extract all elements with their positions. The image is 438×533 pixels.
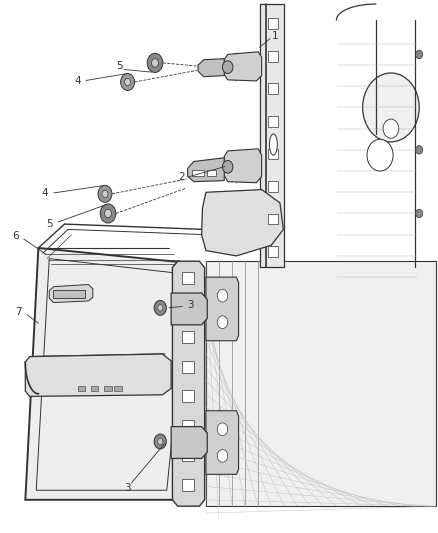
Circle shape — [223, 61, 233, 74]
Circle shape — [217, 449, 228, 462]
Bar — [268, 18, 278, 29]
Circle shape — [102, 190, 108, 198]
Bar — [268, 84, 278, 94]
Bar — [182, 361, 194, 373]
Bar — [268, 149, 278, 159]
Circle shape — [416, 146, 423, 154]
Circle shape — [152, 59, 159, 67]
Polygon shape — [206, 261, 436, 506]
Polygon shape — [171, 293, 207, 325]
Bar — [268, 181, 278, 192]
Polygon shape — [260, 4, 284, 266]
Bar — [78, 386, 85, 391]
Bar — [182, 302, 194, 313]
Text: 6: 6 — [12, 231, 19, 241]
Text: 5: 5 — [46, 219, 53, 229]
Text: 4: 4 — [42, 188, 48, 198]
Circle shape — [100, 204, 116, 223]
Text: 2: 2 — [179, 172, 185, 182]
Polygon shape — [206, 277, 239, 341]
Circle shape — [154, 301, 166, 316]
Bar — [268, 51, 278, 61]
Text: 1: 1 — [272, 31, 279, 41]
Ellipse shape — [269, 134, 277, 155]
Text: 3: 3 — [187, 300, 194, 310]
Bar — [182, 420, 194, 432]
Bar — [104, 386, 112, 391]
Bar — [114, 386, 121, 391]
Circle shape — [217, 289, 228, 302]
Circle shape — [217, 316, 228, 328]
Text: 7: 7 — [15, 306, 22, 317]
Polygon shape — [25, 248, 197, 500]
Polygon shape — [198, 59, 224, 77]
Bar — [182, 272, 194, 284]
Circle shape — [120, 74, 134, 91]
Circle shape — [105, 209, 112, 217]
Circle shape — [363, 73, 419, 142]
Circle shape — [416, 50, 423, 59]
Bar — [192, 170, 204, 176]
Circle shape — [154, 434, 166, 449]
Circle shape — [217, 423, 228, 435]
Bar — [53, 290, 85, 298]
Circle shape — [98, 185, 112, 203]
Bar — [268, 246, 278, 257]
Text: 5: 5 — [117, 61, 123, 71]
Text: 3: 3 — [124, 483, 131, 493]
Circle shape — [158, 305, 163, 311]
Polygon shape — [224, 52, 261, 81]
Polygon shape — [224, 149, 261, 183]
Circle shape — [223, 160, 233, 173]
Bar — [182, 479, 194, 491]
Circle shape — [124, 78, 131, 86]
Circle shape — [147, 53, 163, 72]
Circle shape — [158, 438, 163, 445]
Polygon shape — [206, 411, 239, 474]
Bar — [182, 332, 194, 343]
Bar — [91, 386, 99, 391]
Polygon shape — [49, 285, 93, 303]
Bar — [268, 116, 278, 127]
Polygon shape — [201, 190, 283, 256]
Bar — [207, 170, 215, 176]
Bar — [182, 391, 194, 402]
Circle shape — [367, 139, 393, 171]
Polygon shape — [25, 354, 171, 397]
Bar — [182, 449, 194, 461]
Polygon shape — [173, 261, 205, 506]
Bar — [268, 214, 278, 224]
Circle shape — [383, 119, 399, 138]
Polygon shape — [187, 158, 224, 182]
Circle shape — [416, 209, 423, 217]
Text: 4: 4 — [74, 76, 81, 86]
Polygon shape — [171, 426, 207, 458]
